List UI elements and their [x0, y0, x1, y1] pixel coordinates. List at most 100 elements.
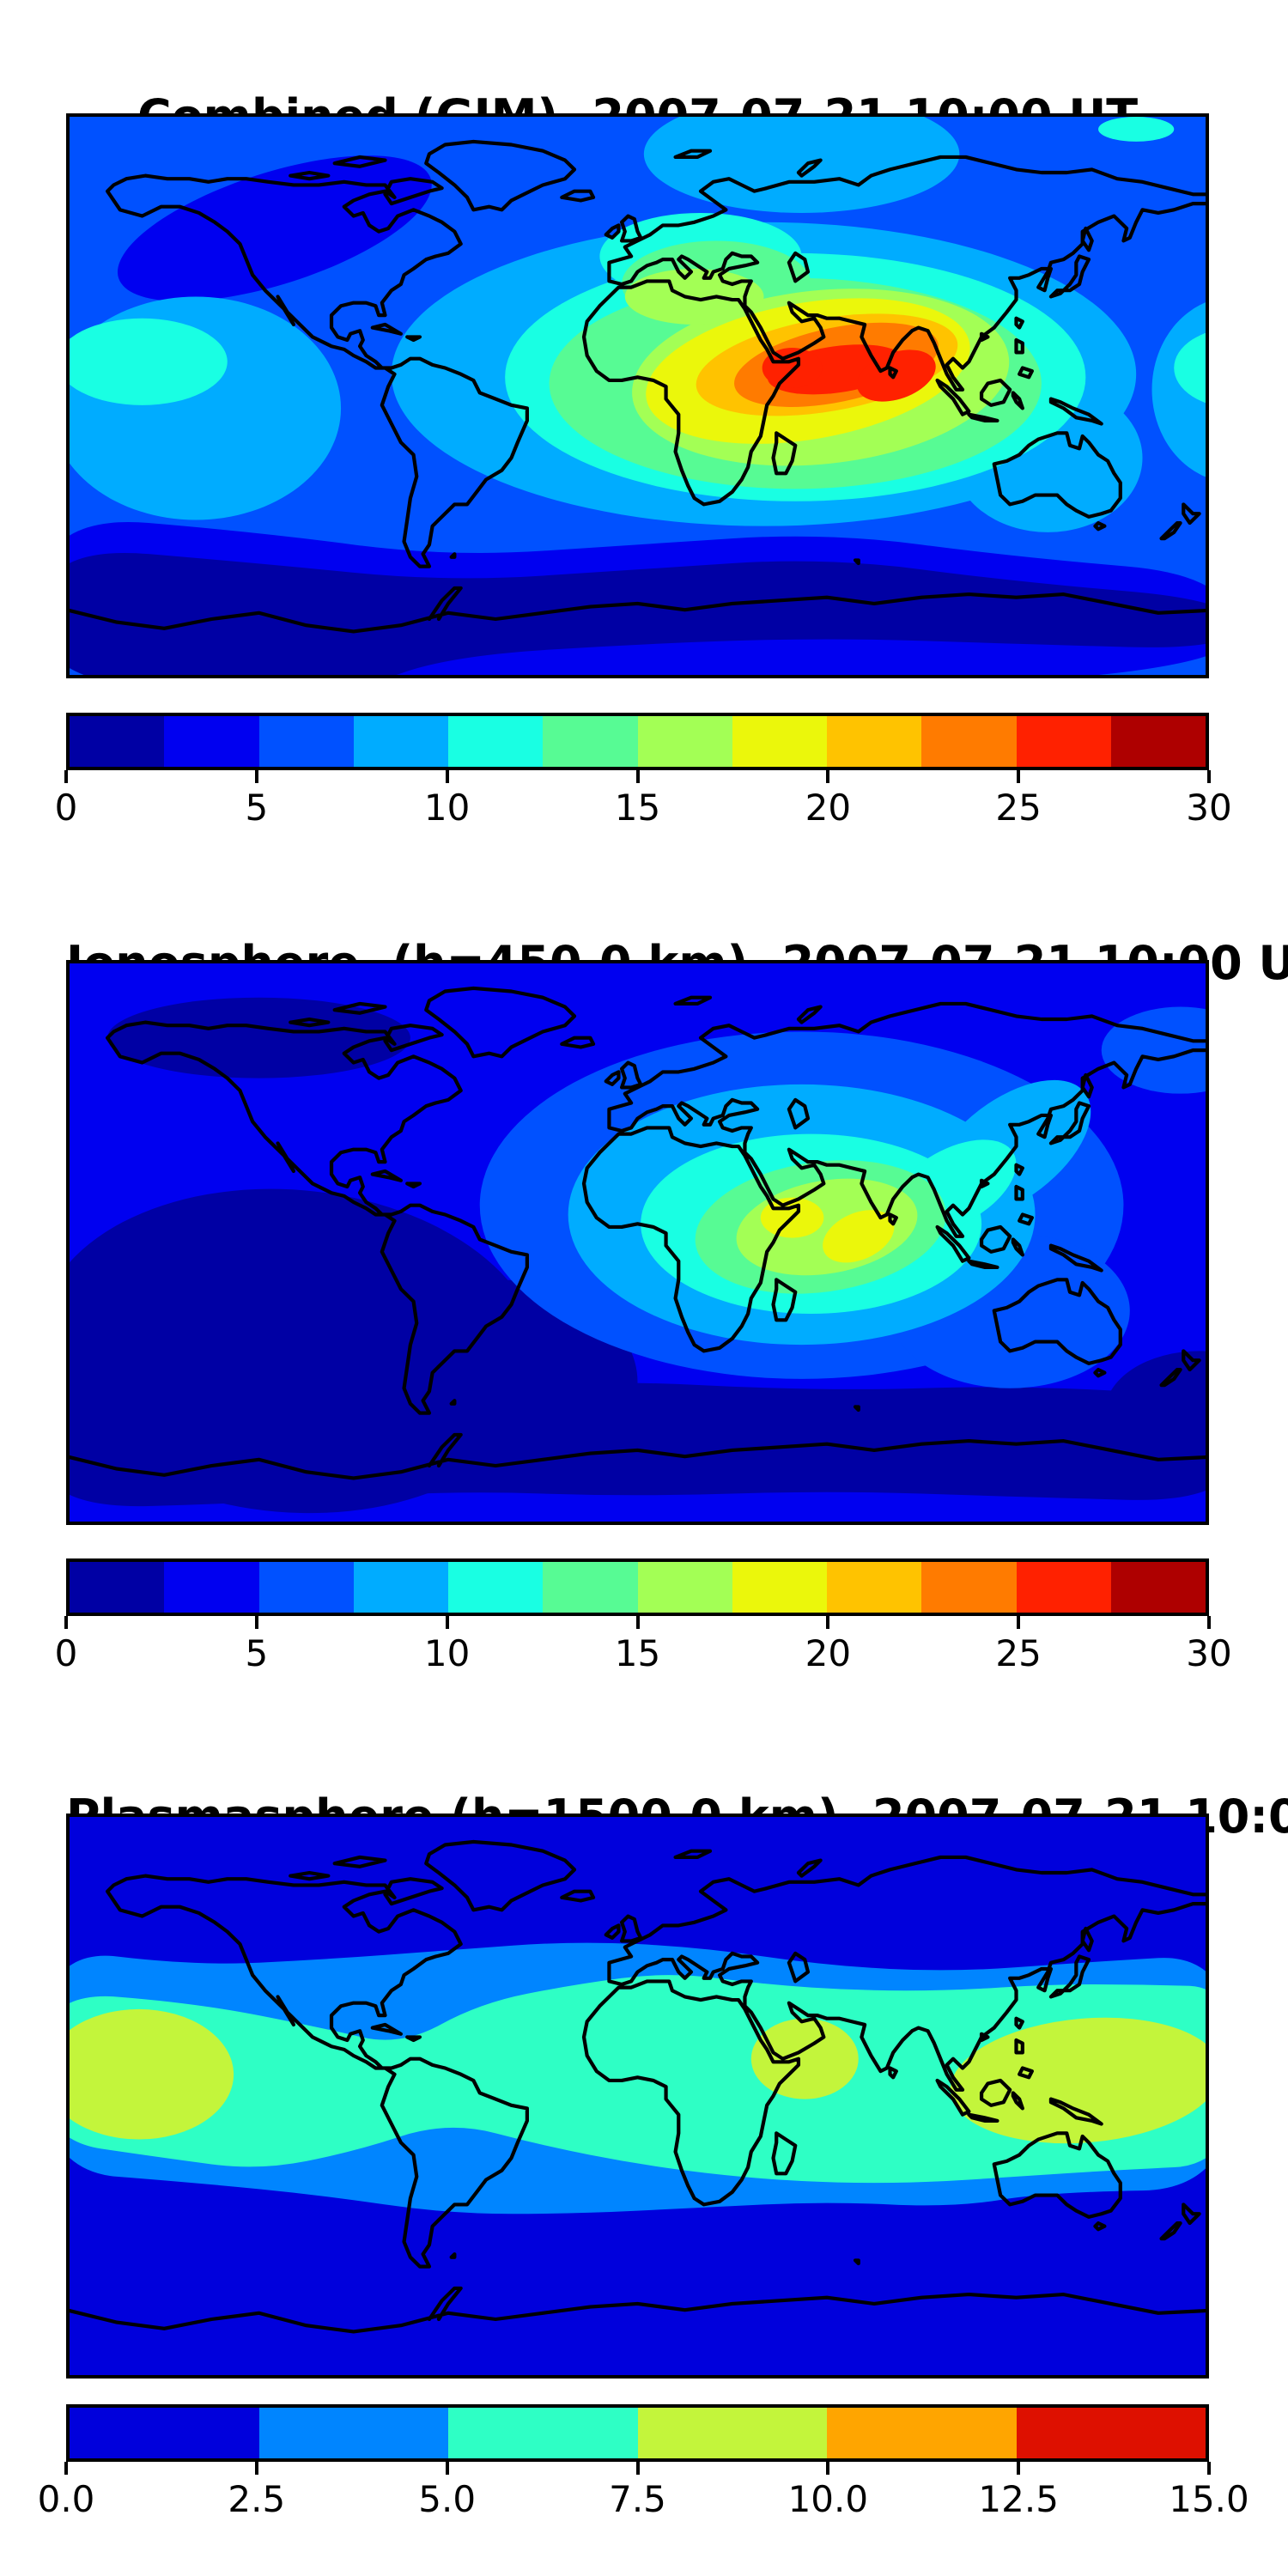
colorbar-labels-ionosphere: 0 5 10 15 20 25 30: [55, 1632, 1232, 1680]
colorbar-tick-label: 5: [245, 787, 269, 829]
colorbar-plasmasphere: [66, 2404, 1209, 2462]
colorbar-tick-mark: [64, 2462, 68, 2475]
colorbar-tick-mark: [1017, 1616, 1021, 1629]
colorbar-segment: [164, 716, 259, 767]
contour-region: [107, 997, 410, 1078]
colorbar-segment: [827, 1562, 922, 1613]
colorbar-combined: [66, 713, 1209, 770]
colorbar-tick-label: 0: [54, 787, 78, 829]
contour-field: [70, 963, 1206, 1522]
colorbar-segment: [637, 1562, 732, 1613]
colorbar-tick-mark: [826, 2462, 830, 2475]
colorbar-tick-mark: [826, 1616, 830, 1629]
coastlines: [70, 139, 1206, 634]
map-plasmasphere: [66, 1814, 1209, 2379]
colorbar-tick-mark: [1207, 1616, 1211, 1629]
colorbar-segment: [1016, 2408, 1206, 2458]
contour-region: [1174, 332, 1206, 404]
colorbar-tick-mark: [445, 1616, 449, 1629]
contour-region: [70, 2008, 234, 2140]
colorbar-ionosphere: [66, 1558, 1209, 1616]
contour-field: [70, 1817, 1206, 2375]
colorbar-tick-mark: [1207, 770, 1211, 783]
colorbar-tick-label: 20: [805, 787, 852, 829]
colorbar-segment: [1016, 1562, 1111, 1613]
colorbar-ticks-ionosphere: [64, 1616, 1211, 1630]
contour-region: [70, 1382, 1206, 1507]
colorbar-tick-label: 10.0: [787, 2478, 869, 2520]
colorbar-tick-mark: [635, 770, 640, 783]
colorbar-segment: [70, 716, 165, 767]
colorbar-segment: [827, 2408, 1017, 2458]
world-map-svg-plasmasphere: [70, 1817, 1206, 2375]
contour-region: [624, 268, 764, 325]
map-ionosphere: [66, 960, 1209, 1525]
contour-field: [70, 117, 1206, 675]
contour-region: [1101, 1006, 1206, 1094]
coastlines: [70, 1839, 1206, 2334]
colorbar-tick-label: 0.0: [37, 2478, 95, 2520]
colorbar-segment: [827, 716, 922, 767]
coastlines: [70, 986, 1206, 1480]
colorbar-tick-mark: [826, 770, 830, 783]
contour-region: [70, 318, 228, 405]
colorbar-segment: [1110, 1562, 1206, 1613]
colorbar-segment: [921, 1562, 1017, 1613]
colorbar-segment: [70, 1562, 165, 1613]
colorbar-segment: [637, 2408, 827, 2458]
world-map-svg-combined: [70, 117, 1206, 675]
colorbar-tick-label: 2.5: [228, 2478, 286, 2520]
colorbar-tick-label: 10: [423, 787, 471, 829]
colorbar-tick-label: 25: [995, 1632, 1042, 1674]
colorbar-tick-label: 5.0: [418, 2478, 477, 2520]
colorbar-segment: [164, 1562, 259, 1613]
colorbar-tick-label: 15: [614, 1632, 661, 1674]
colorbar-labels-plasmasphere: 0.0 2.5 5.0 7.5 10.0 12.5 15.0: [38, 2478, 1249, 2526]
colorbar-segment: [732, 716, 827, 767]
colorbar-tick-label: 7.5: [609, 2478, 666, 2520]
colorbar-ticks-combined: [64, 770, 1211, 784]
contour-region: [750, 2018, 859, 2099]
colorbar-segment: [448, 1562, 544, 1613]
colorbar-tick-mark: [1207, 2462, 1211, 2475]
colorbar-segment: [448, 2408, 638, 2458]
colorbar-segment: [543, 716, 638, 767]
colorbar-labels-combined: 0 5 10 15 20 25 30: [55, 787, 1232, 835]
colorbar-tick-label: 15: [614, 787, 661, 829]
colorbar-segment: [258, 2408, 448, 2458]
colorbar-tick-label: 12.5: [978, 2478, 1059, 2520]
colorbar-segment: [258, 716, 354, 767]
colorbar-segment: [732, 1562, 827, 1613]
contour-region: [823, 1210, 895, 1263]
colorbar-tick-mark: [445, 2462, 449, 2475]
colorbar-segment: [70, 2408, 259, 2458]
contour-region: [762, 348, 823, 388]
contour-region: [117, 155, 432, 301]
colorbar-tick-mark: [635, 2462, 640, 2475]
colorbar-segment: [448, 716, 544, 767]
colorbar-tick-mark: [1017, 770, 1021, 783]
colorbar-tick-mark: [445, 770, 449, 783]
colorbar-tick-label: 10: [423, 1632, 471, 1674]
colorbar-tick-label: 30: [1186, 787, 1232, 829]
map-combined: [66, 113, 1209, 678]
contour-region: [70, 553, 1206, 675]
colorbar-segment: [353, 1562, 448, 1613]
colorbar-tick-label: 0: [54, 1632, 78, 1674]
colorbar-segment: [921, 716, 1017, 767]
colorbar-tick-mark: [254, 2462, 258, 2475]
colorbar-tick-mark: [635, 1616, 640, 1629]
colorbar-tick-mark: [254, 1616, 258, 1629]
colorbar-tick-mark: [64, 770, 68, 783]
colorbar-tick-mark: [254, 770, 258, 783]
world-map-svg-ionosphere: [70, 963, 1206, 1522]
colorbar-ticks-plasmasphere: [64, 2462, 1211, 2476]
colorbar-tick-label: 15.0: [1169, 2478, 1249, 2520]
contour-region: [643, 117, 960, 213]
contour-region: [1098, 117, 1175, 142]
contour-region: [1104, 1351, 1206, 1475]
colorbar-segment: [1110, 716, 1206, 767]
colorbar-segment: [637, 716, 732, 767]
colorbar-tick-label: 5: [245, 1632, 269, 1674]
